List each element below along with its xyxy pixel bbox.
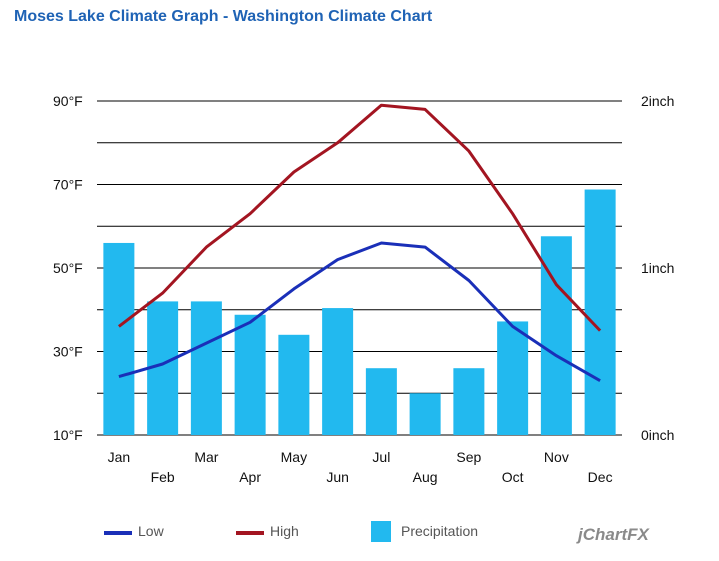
- precipitation-bar: [190, 301, 222, 435]
- y-left-tick-label: 10°F: [53, 427, 83, 443]
- x-tick-label: Feb: [151, 469, 175, 485]
- precipitation-bar: [365, 368, 397, 435]
- low-temperature-line: [118, 241, 601, 383]
- x-tick-label: Nov: [544, 449, 569, 465]
- x-tick-label: Dec: [588, 469, 613, 485]
- x-tick-label: Oct: [502, 469, 524, 485]
- x-tick-label: Jan: [108, 449, 131, 465]
- precipitation-bar: [453, 368, 485, 435]
- x-tick-label: Apr: [239, 469, 261, 485]
- legend: Low High Precipitation: [104, 521, 478, 542]
- precipitation-bar: [278, 334, 310, 435]
- precipitation-bar: [584, 189, 616, 435]
- gridlines: [97, 100, 622, 436]
- y-left-tick-label: 30°F: [53, 344, 83, 360]
- x-tick-label: May: [281, 449, 307, 465]
- y-left-tick-label: 90°F: [53, 93, 83, 109]
- legend-label-precipitation: Precipitation: [401, 523, 478, 539]
- precipitation-bar: [234, 314, 266, 435]
- x-tick-label: Aug: [413, 469, 438, 485]
- y-right-tick-label: 2inch: [641, 93, 674, 109]
- y-right-tick-label: 1inch: [641, 260, 674, 276]
- y-right-tick-label: 0inch: [641, 427, 674, 443]
- precipitation-bar: [497, 321, 529, 435]
- temperature-lines: [117, 103, 602, 383]
- precipitation-bar: [322, 308, 354, 435]
- jchartfx-watermark: jChartFX: [576, 525, 651, 544]
- legend-swatch-precipitation: [371, 521, 391, 542]
- axis-labels: 10°F 30°F 50°F 70°F 90°F 0inch 1inch 2inch Jan Fe…: [53, 93, 674, 485]
- high-temperature-line: [117, 103, 602, 332]
- x-tick-label: Sep: [456, 449, 481, 465]
- legend-label-low: Low: [138, 523, 165, 539]
- y-left-tick-label: 50°F: [53, 260, 83, 276]
- legend-label-high: High: [270, 523, 299, 539]
- precipitation-bar: [103, 242, 135, 435]
- x-tick-label: Mar: [194, 449, 218, 465]
- y-left-tick-label: 70°F: [53, 177, 83, 193]
- x-tick-label: Jun: [326, 469, 349, 485]
- chart-title: Moses Lake Climate Graph - Washington Cl…: [14, 8, 433, 25]
- x-tick-label: Jul: [372, 449, 390, 465]
- precipitation-bar: [409, 393, 441, 435]
